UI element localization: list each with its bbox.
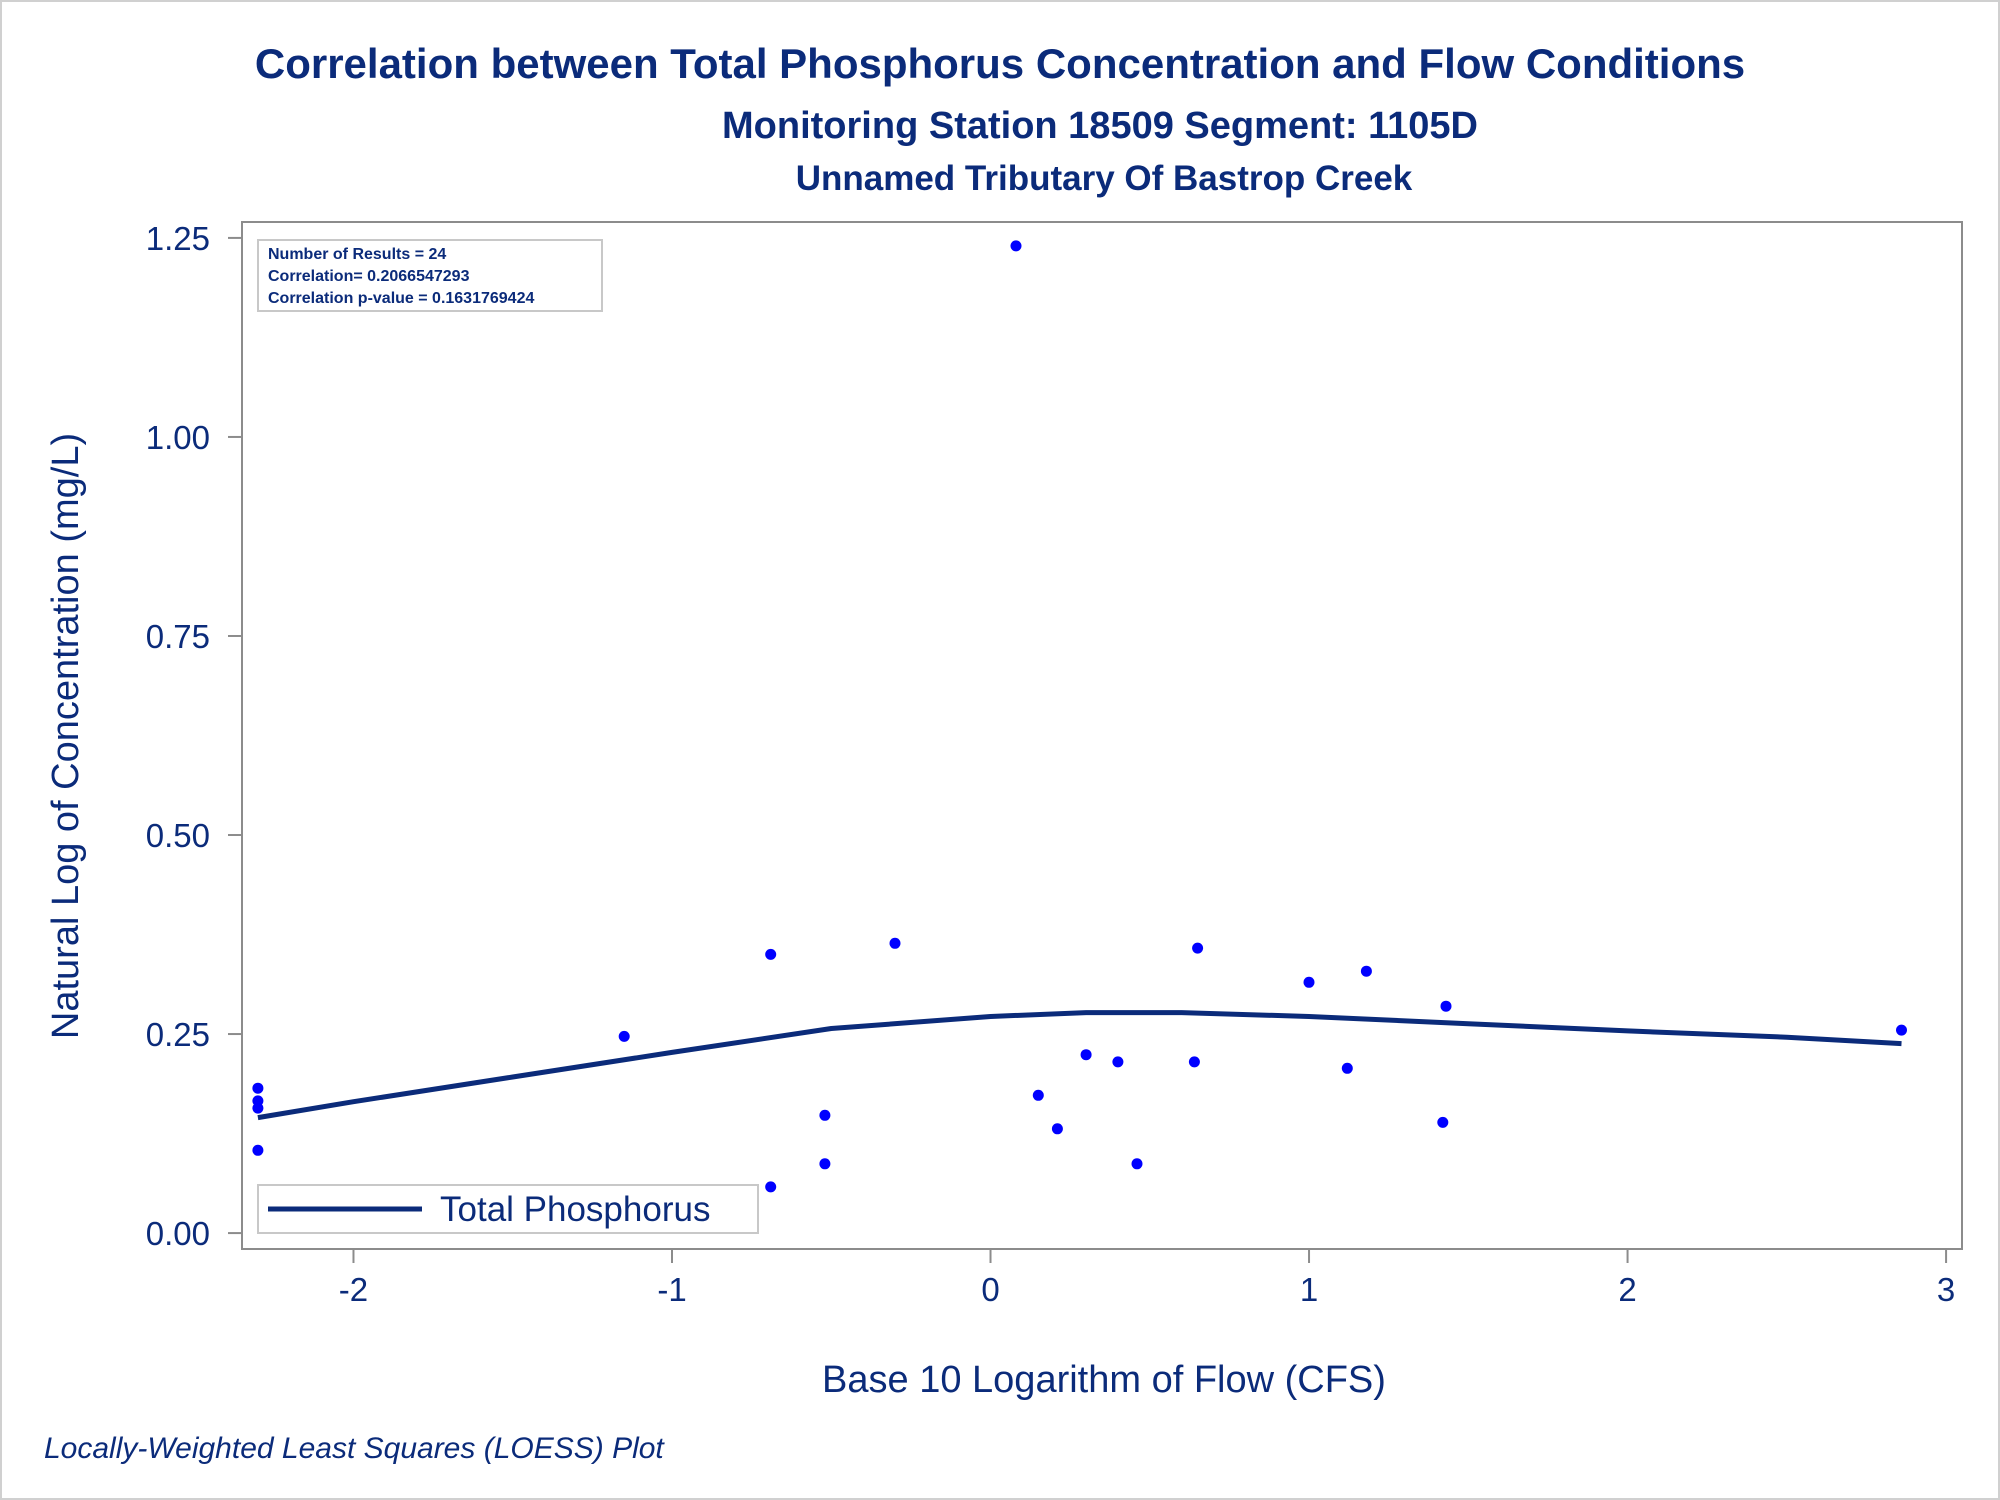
data-point (1189, 1056, 1200, 1067)
stat-p-value: Correlation p-value = 0.1631769424 (268, 290, 534, 307)
y-tick-label: 1.25 (146, 220, 210, 257)
chart-subtitle: Monitoring Station 18509 Segment: 1105D (722, 105, 1478, 147)
legend: Total Phosphorus (258, 1185, 758, 1233)
chart-svg: Correlation between Total Phosphorus Con… (0, 0, 2000, 1500)
data-point (1361, 966, 1372, 977)
chart-subtitle-2: Unnamed Tributary Of Bastrop Creek (796, 159, 1413, 198)
legend-label-total-phosphorus: Total Phosphorus (440, 1190, 710, 1229)
y-tick-label: 0.25 (146, 1016, 210, 1053)
data-point (1052, 1123, 1063, 1134)
y-tick-label: 0.75 (146, 618, 210, 655)
data-point (1112, 1056, 1123, 1067)
data-point (1033, 1090, 1044, 1101)
x-tick-label: 1 (1300, 1271, 1318, 1308)
x-tick-label: 3 (1937, 1271, 1955, 1308)
stat-count: Number of Results = 24 (268, 246, 446, 263)
data-point (819, 1110, 830, 1121)
x-tick-label: 0 (981, 1271, 999, 1308)
data-point (1081, 1049, 1092, 1060)
y-axis: 0.00 0.25 0.50 0.75 1.00 1.25 (146, 220, 242, 1252)
data-point (1011, 240, 1022, 251)
data-point (1304, 977, 1315, 988)
data-point (765, 1181, 776, 1192)
data-point (819, 1158, 830, 1169)
x-tick-label: -2 (339, 1271, 368, 1308)
y-tick-label: 0.00 (146, 1215, 210, 1252)
x-tick-label: 2 (1618, 1271, 1636, 1308)
stat-correlation: Correlation= 0.2066547293 (268, 268, 470, 285)
data-point (252, 1103, 263, 1114)
data-point (252, 1083, 263, 1094)
data-point (252, 1145, 263, 1156)
y-tick-label: 0.50 (146, 817, 210, 854)
data-point (765, 949, 776, 960)
footnote: Locally-Weighted Least Squares (LOESS) P… (44, 1432, 665, 1465)
x-tick-label: -1 (657, 1271, 686, 1308)
loess-line-layer (258, 1013, 1902, 1118)
data-point (890, 938, 901, 949)
y-axis-label: Natural Log of Concentration (mg/L) (45, 433, 87, 1039)
data-point (619, 1031, 630, 1042)
data-point (1192, 943, 1203, 954)
scatter-points-layer (252, 240, 1907, 1192)
data-point (1896, 1025, 1907, 1036)
x-axis: -2 -1 0 1 2 3 (339, 1249, 1955, 1308)
y-tick-label: 1.00 (146, 419, 210, 456)
data-point (1441, 1001, 1452, 1012)
data-point (1132, 1158, 1143, 1169)
stats-box: Number of Results = 24 Correlation= 0.20… (258, 240, 602, 311)
x-axis-label: Base 10 Logarithm of Flow (CFS) (822, 1359, 1386, 1401)
data-point (1342, 1063, 1353, 1074)
loess-line (258, 1013, 1902, 1118)
data-point (1437, 1117, 1448, 1128)
chart-title: Correlation between Total Phosphorus Con… (255, 40, 1745, 87)
plot-area-frame (242, 222, 1962, 1249)
